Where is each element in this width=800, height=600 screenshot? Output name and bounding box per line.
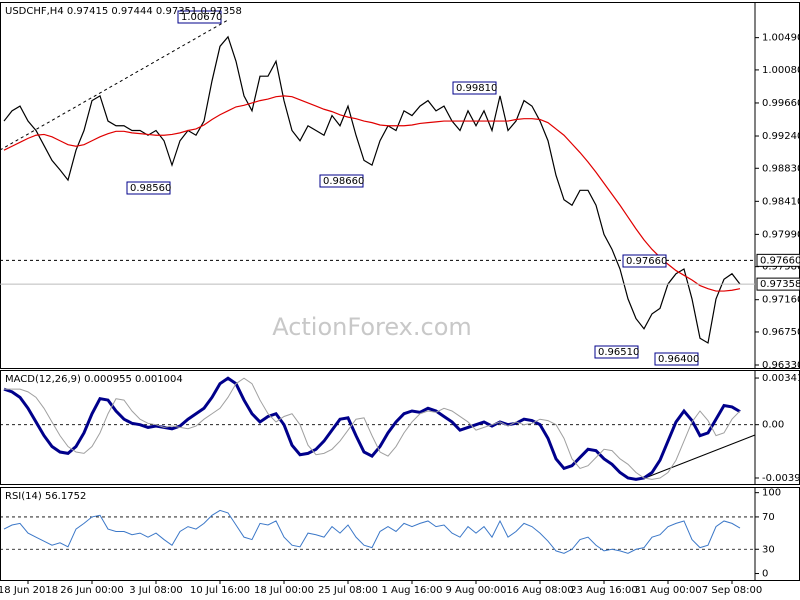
price-box: [756, 277, 800, 291]
x-tick-label: 18 Jul 00:00: [254, 585, 314, 596]
x-tick-label: 3 Jul 08:00: [129, 585, 183, 596]
x-tick-label: 18 Jun 2018: [0, 585, 58, 596]
x-tick-label: 26 Jun 00:00: [60, 585, 124, 596]
x-tick-label: 31 Aug 00:00: [634, 585, 701, 596]
annotation: 0.97660: [626, 256, 667, 267]
y-tick-label: 0.96330: [762, 360, 800, 371]
series-line: [4, 377, 741, 480]
annotation-box: [126, 181, 171, 195]
macd-trend-line: [644, 434, 756, 479]
x-tick-label: 16 Aug 08:00: [506, 585, 573, 596]
y-tick-label: 0: [762, 569, 768, 580]
level-label: 0.97660: [760, 255, 800, 266]
x-tick-label: 9 Aug 00:00: [445, 585, 506, 596]
annotation: 0.98660: [323, 176, 364, 187]
annotation: 1.00670: [181, 12, 222, 23]
annotation-box: [654, 352, 699, 366]
level-box: [756, 253, 800, 267]
y-tick-label: -0.0039: [762, 473, 800, 484]
y-tick-label: 0.99240: [762, 131, 800, 142]
x-tick-label: 25 Jul 08:00: [318, 585, 378, 596]
y-tick-label: 0.96750: [762, 327, 800, 338]
panel-title: RSI(14) 56.1752: [5, 491, 86, 502]
y-tick-label: 0.98830: [762, 163, 800, 174]
watermark: ActionForex.com: [272, 313, 472, 341]
annotation: 0.96400: [658, 354, 699, 365]
y-tick-label: 0.97160: [762, 295, 800, 306]
annotation-box: [452, 81, 497, 95]
annotation-box: [594, 345, 639, 359]
x-tick-label: 7 Sep 08:00: [702, 585, 762, 596]
y-tick-label: 0.97990: [762, 229, 800, 240]
x-tick-label: 1 Aug 16:00: [381, 585, 442, 596]
annotation: 0.98560: [130, 183, 171, 194]
y-tick-label: 0.00: [762, 420, 784, 431]
annotation-box: [622, 254, 667, 268]
series-line: [3, 95, 741, 292]
y-tick-label: 1.00490: [762, 33, 800, 44]
y-tick-label: 0.98410: [762, 196, 800, 207]
panel-title: USDCHF,H4 0.97415 0.97444 0.97351 0.9735…: [5, 6, 242, 17]
annotation: 0.96510: [598, 347, 639, 358]
current-price-label: 0.97358: [760, 279, 800, 290]
y-tick-label: 0.97580: [762, 262, 800, 273]
x-tick-label: 23 Aug 16:00: [570, 585, 637, 596]
trend-line: [0, 19, 229, 151]
annotation-box: [319, 174, 364, 188]
annotation-box: [177, 10, 222, 24]
y-tick-label: 1.00080: [762, 65, 800, 76]
series-line: [3, 35, 741, 344]
y-tick-label: 30: [762, 544, 775, 555]
y-tick-label: 0.003412: [762, 373, 800, 384]
y-tick-label: 0.99660: [762, 98, 800, 109]
x-tick-label: 10 Jul 16:00: [190, 585, 250, 596]
series-line: [3, 509, 741, 554]
y-tick-label: 70: [762, 512, 775, 523]
panel-title: MACD(12,26,9) 0.000955 0.001004: [5, 374, 183, 385]
series-line: [3, 376, 741, 481]
y-tick-label: 100: [762, 488, 781, 499]
annotation: 0.99810: [456, 83, 497, 94]
